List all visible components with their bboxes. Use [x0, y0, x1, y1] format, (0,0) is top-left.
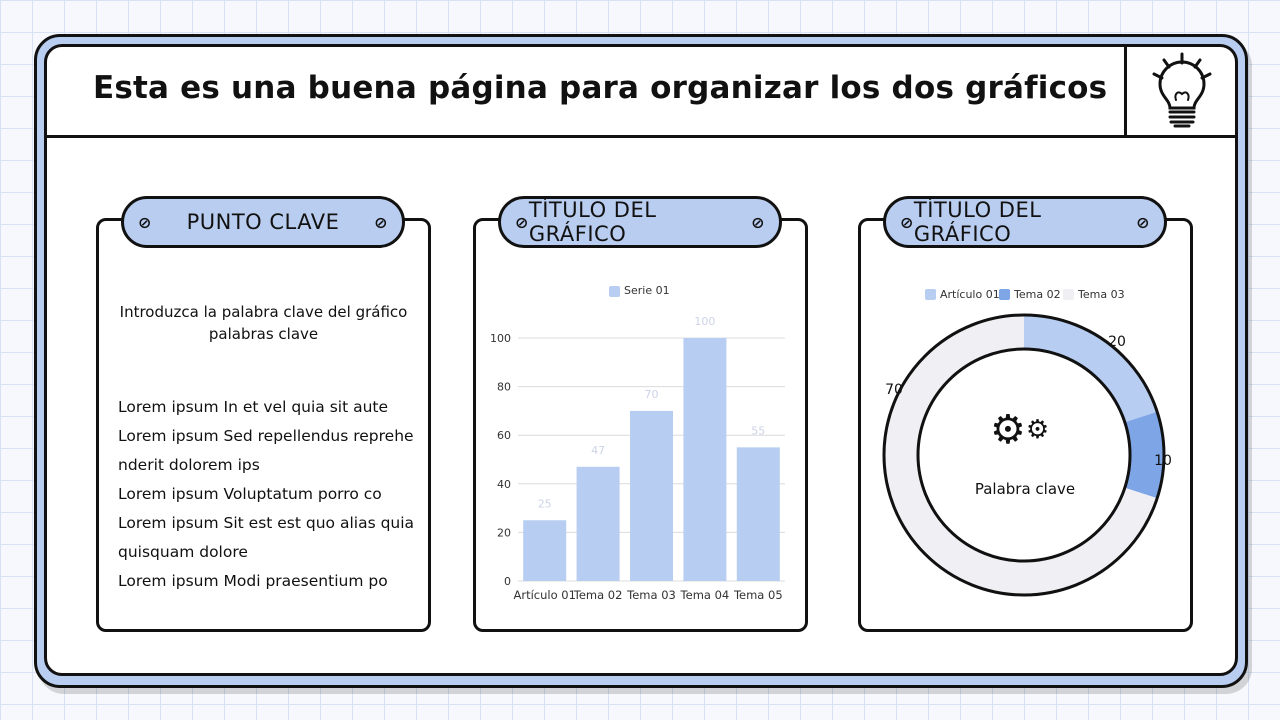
legend-label: Artículo 01	[940, 288, 1000, 301]
legend-swatch	[609, 286, 620, 297]
bar	[576, 466, 620, 581]
data-label: 20	[1108, 334, 1126, 350]
x-tick-label: Artículo 01	[513, 588, 575, 602]
x-tick-label: Tema 04	[680, 588, 730, 602]
list-item: Lorem ipsum In et vel quia sit aute	[118, 398, 389, 416]
keyword-prompt: Introduzca la palabra clave del gráfico …	[99, 301, 428, 345]
lightbulb-icon	[1152, 52, 1212, 128]
bar	[736, 447, 780, 581]
legend-swatch	[925, 289, 936, 300]
card-title: TÍTULO DEL GRÁFICO	[528, 198, 657, 246]
x-tick-label: Tema 05	[733, 588, 783, 602]
data-label: 25	[538, 497, 552, 510]
legend-swatch	[999, 289, 1010, 300]
key-point-card: Introduzca la palabra clave del gráfico …	[96, 218, 431, 632]
donut-inner-ring	[916, 347, 1132, 563]
slash-circle-icon: ⊘	[138, 212, 152, 232]
x-tick-label: Tema 03	[626, 588, 676, 602]
keyword-line: palabras clave	[208, 325, 319, 343]
bar	[523, 520, 567, 581]
list-item: Lorem ipsum Sed repellendus reprehe	[118, 427, 414, 445]
card-title-pill: ⊘ TÍTULO DEL GRÁFICO ⊘	[883, 196, 1167, 248]
data-label: 47	[591, 444, 605, 457]
card-title: PUNTO CLAVE	[186, 210, 340, 234]
legend-label: Serie 01	[624, 284, 670, 297]
data-label: 100	[694, 315, 715, 328]
bar	[630, 410, 673, 581]
data-label: 70	[645, 388, 659, 401]
slash-circle-icon: ⊘	[515, 212, 529, 232]
donut-slice	[1124, 411, 1164, 499]
page-title: Esta es una buena página para organizar …	[93, 70, 1108, 106]
y-tick-label: 80	[497, 381, 511, 394]
no-entry-icon: ⊘	[374, 212, 388, 232]
donut-outer-ring	[882, 313, 1166, 597]
header-icon-divider	[1124, 44, 1127, 137]
y-tick-label: 100	[490, 332, 511, 345]
list-item: quisquam dolore	[118, 543, 248, 561]
bar	[683, 338, 727, 581]
no-entry-icon: ⊘	[1136, 212, 1150, 232]
card-title-pill: ⊘ PUNTO CLAVE ⊘	[121, 196, 405, 248]
legend-label: Tema 03	[1077, 288, 1125, 301]
y-tick-label: 40	[497, 478, 511, 491]
slash-circle-icon: ⊘	[900, 212, 914, 232]
donut-slice	[1024, 315, 1158, 423]
gears-icon: ⚙⚙	[990, 407, 1050, 453]
center-label: Palabra clave	[974, 480, 1076, 498]
header-divider	[44, 135, 1238, 138]
legend-swatch	[1063, 289, 1074, 300]
y-tick-label: 60	[497, 429, 511, 442]
card-title: TÍTULO DEL GRÁFICO	[913, 198, 1042, 246]
list-item: nderit dolorem ips	[118, 456, 260, 474]
card-title-pill: ⊘ TÍTULO DEL GRÁFICO ⊘	[498, 196, 782, 248]
legend-label: Tema 02	[1013, 288, 1061, 301]
list-item: Lorem ipsum Voluptatum porro co	[118, 485, 382, 503]
y-tick-label: 20	[497, 526, 511, 539]
data-label: 55	[751, 424, 765, 437]
list-item: Lorem ipsum Modi praesentium po	[118, 572, 388, 590]
list-item: Lorem ipsum Sit est est quo alias quia	[118, 514, 415, 532]
keyword-line: Introduzca la palabra clave del gráfico	[119, 303, 408, 321]
x-tick-label: Tema 02	[573, 588, 623, 602]
no-entry-icon: ⊘	[751, 212, 765, 232]
y-tick-label: 0	[504, 575, 511, 588]
bullet-list: Lorem ipsum In et vel quia sit aute Lore…	[118, 393, 414, 596]
